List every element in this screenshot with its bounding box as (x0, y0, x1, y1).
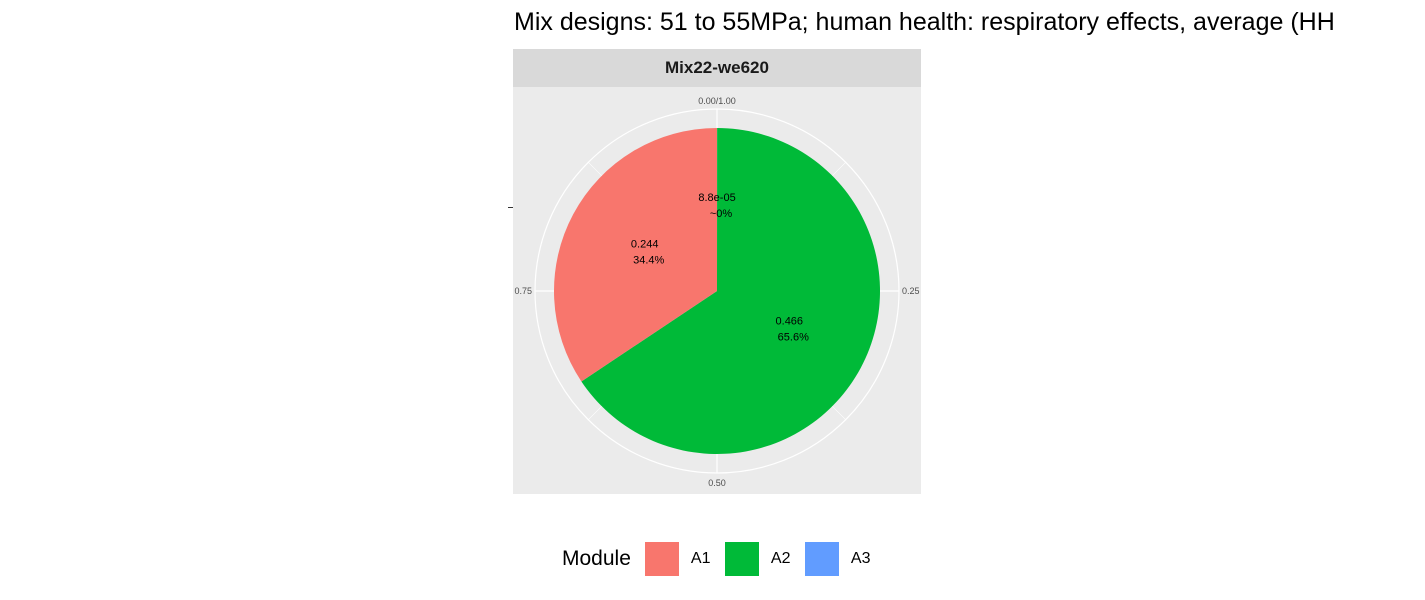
legend-label-a2: A2 (770, 550, 791, 567)
pie-slices (554, 128, 880, 454)
y-axis-tick (508, 207, 513, 208)
legend-label-a3: A3 (850, 550, 871, 567)
pie-slice-a2 (581, 128, 880, 454)
slice-value-label-a1: 0.244 (631, 238, 659, 250)
facet-strip: Mix22-we620 (513, 49, 921, 87)
legend-item-a2: A2 (724, 542, 793, 576)
legend-key-a2 (724, 542, 759, 576)
chart-title: Mix designs: 51 to 55MPa; human health: … (514, 8, 1335, 36)
angular-tick-labels: 0.00/1.00 0.25 0.50 0.75 (514, 96, 919, 488)
pie-chart: 8.8e-05 ~0% 0.466 65.6% 0.244 34.4% 0.00/1.00… (513, 87, 921, 494)
angular-tick-label: 0.25 (902, 286, 920, 296)
legend: Module A1 A2 A3 (562, 542, 885, 576)
angular-tick-label: 0.00/1.00 (698, 96, 736, 106)
pie-slice-a1 (554, 128, 717, 382)
slice-pct-label-a1: 34.4% (633, 254, 664, 266)
legend-item-a1: A1 (644, 542, 713, 576)
legend-label-a1: A1 (690, 550, 711, 567)
slice-pct-label-a2: 65.6% (778, 332, 809, 344)
slice-pct-label-a3: ~0% (710, 208, 733, 220)
angular-tick-label: 0.75 (514, 286, 532, 296)
slice-value-label-a2: 0.466 (776, 316, 804, 328)
legend-item-a3: A3 (804, 542, 873, 576)
legend-key-a3 (804, 542, 839, 576)
facet-label: Mix22-we620 (665, 58, 769, 77)
legend-title: Module (562, 547, 631, 570)
angular-tick-label: 0.50 (708, 478, 726, 488)
slice-labels: 8.8e-05 ~0% 0.466 65.6% 0.244 34.4% (631, 192, 809, 344)
slice-value-label-a3: 8.8e-05 (698, 192, 735, 204)
legend-key-a1 (644, 542, 679, 576)
